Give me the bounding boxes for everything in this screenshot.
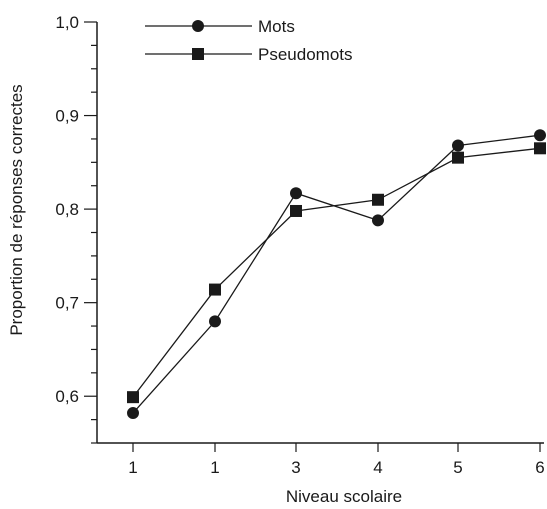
x-tick-label: 5 (453, 458, 462, 477)
y-tick-label: 0,9 (55, 107, 79, 126)
point-mots (127, 407, 139, 420)
x-tick-label: 1 (128, 458, 137, 477)
x-axis-title: Niveau scolaire (286, 487, 402, 506)
legend-marker-mots (192, 20, 204, 32)
point-pseudomots (452, 151, 464, 164)
x-tick-label: 1 (210, 458, 219, 477)
x-tick-label: 3 (291, 458, 300, 477)
y-axis-title: Proportion de réponses correctes (7, 84, 26, 335)
point-mots (290, 187, 302, 200)
point-mots (534, 129, 546, 142)
legend: Mots Pseudomots (145, 17, 353, 64)
y-tick-label: 0,6 (55, 387, 79, 406)
point-pseudomots (127, 391, 139, 404)
legend-label-pseudomots: Pseudomots (258, 45, 353, 64)
series-line-pseudomots (132, 147, 541, 398)
y-ticks: 0,6 0,7 0,8 0,9 1,0 (55, 13, 97, 444)
legend-label-mots: Mots (258, 17, 295, 36)
x-tick-label: 6 (535, 458, 544, 477)
point-pseudomots (290, 204, 302, 217)
legend-marker-pseudomots (192, 48, 204, 60)
y-tick-label: 0,8 (55, 200, 79, 219)
axes: 0,6 0,7 0,8 0,9 1,0 1 1 3 4 5 6 (55, 13, 544, 477)
y-tick-label: 0,7 (55, 294, 79, 313)
point-mots (209, 315, 221, 328)
point-pseudomots (209, 283, 221, 296)
x-ticks: 1 1 3 4 5 6 (128, 443, 545, 477)
x-tick-label: 4 (373, 458, 382, 477)
series-line-mots (132, 134, 541, 414)
point-pseudomots (372, 193, 384, 206)
y-tick-label: 1,0 (55, 13, 79, 32)
point-pseudomots (534, 142, 546, 155)
point-mots (452, 139, 464, 152)
point-mots (372, 214, 384, 227)
series-layer (127, 129, 546, 420)
